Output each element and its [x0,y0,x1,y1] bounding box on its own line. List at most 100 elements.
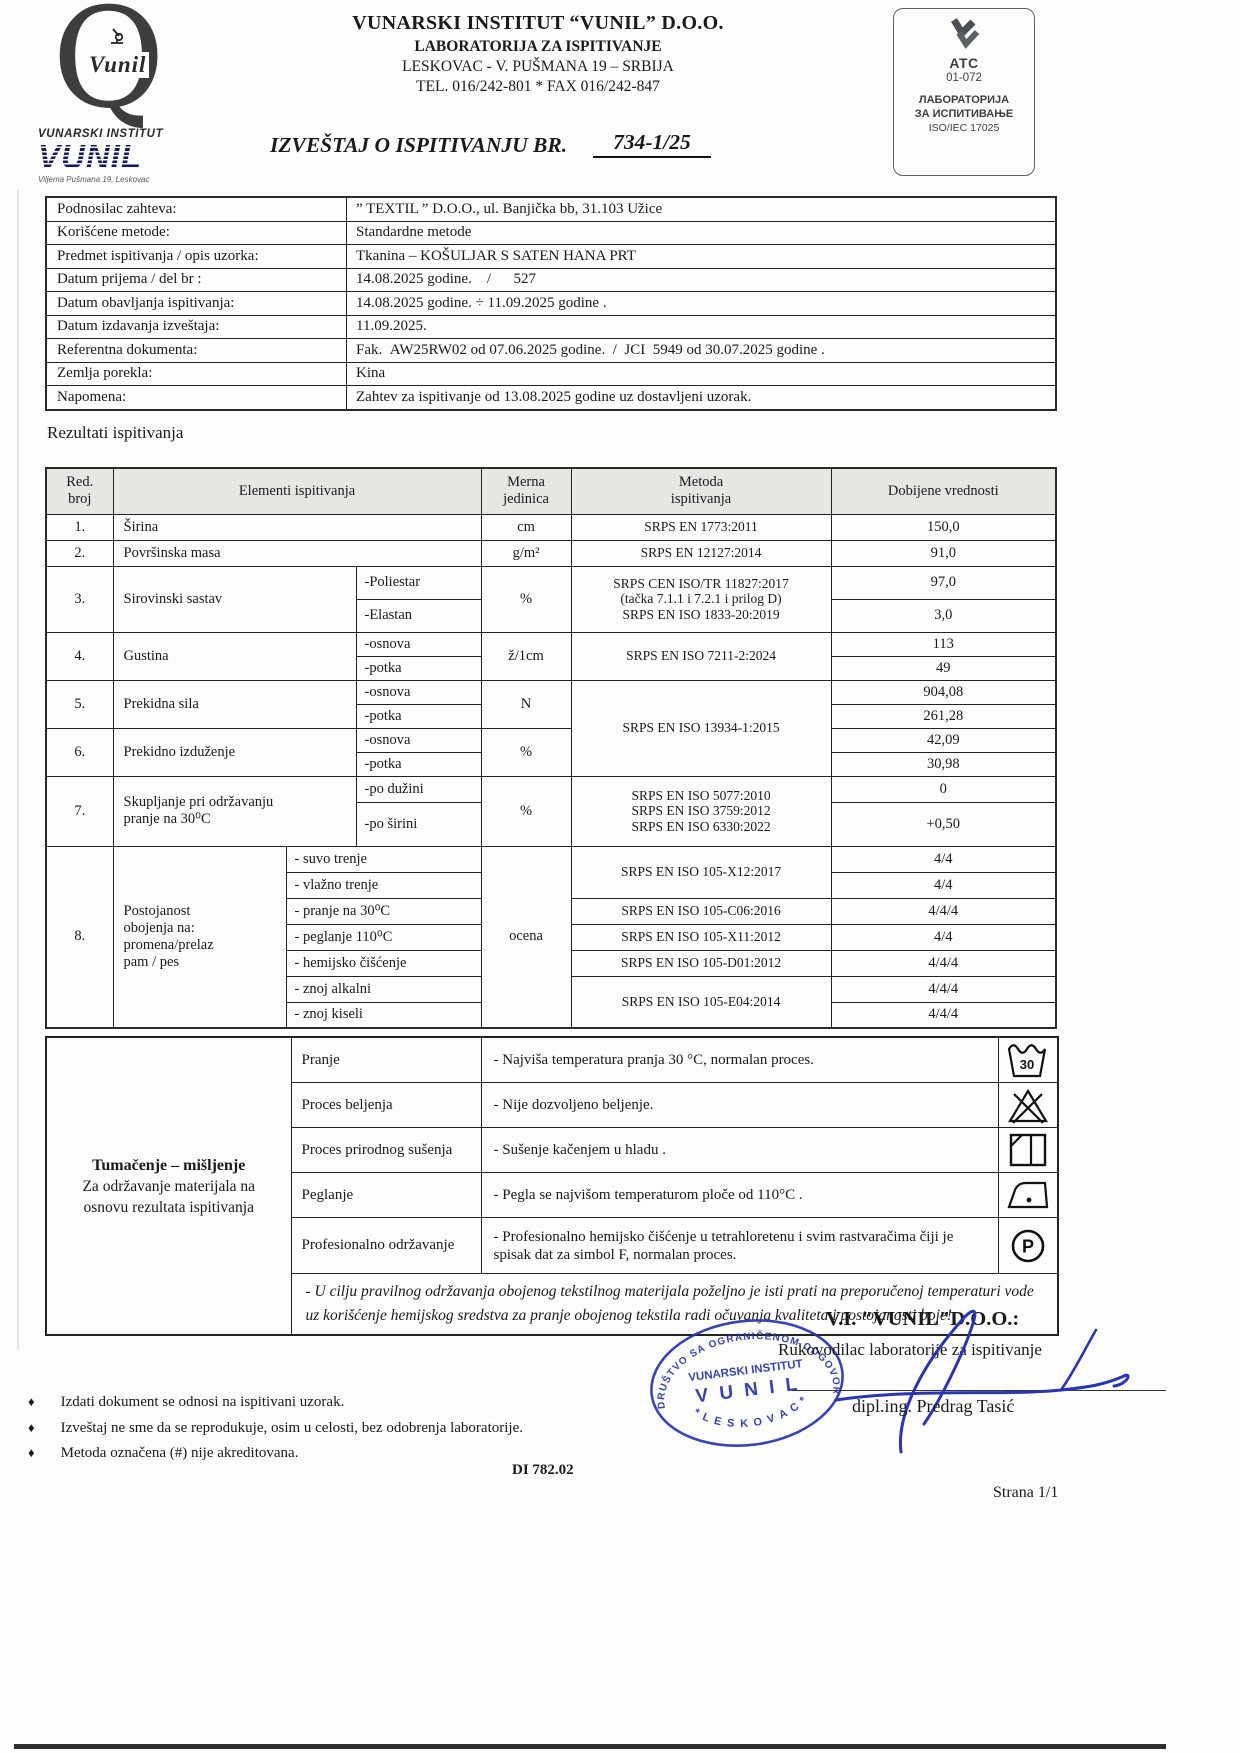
sub-element-cell: - hemijsko čišćenje [285,949,482,977]
method-cell: SRPS EN ISO 13934-1:2015 [570,679,832,777]
table-row: Datum izdavanja izveštaja: 11.09.2025. [45,314,1057,339]
sub-element-cell: - suvo trenje [285,845,482,873]
table-row: Proces beljenja - Nije dozvoljeno beljen… [46,1082,1059,1128]
document-code: DI 782.02 [512,1462,574,1478]
info-label: Datum izdavanja izveštaja: [45,314,347,339]
value-cell: 0 [830,775,1057,803]
method-cell: SRPS CEN ISO/TR 11827:2017 (tačka 7.1.1 i… [570,565,832,633]
diamond-bullet-icon [28,1394,61,1411]
value-cell: 4/4/4 [830,975,1057,1003]
q-logo-vunil-text: Vunil [86,52,150,78]
element-cell: Sirovinski sastav [112,565,357,633]
sub-element-cell: -osnova [355,727,482,753]
element-cell: Širina [112,513,482,541]
vunil-q-logo: Q Vunil [52,0,172,128]
care-note: - U cilju pravilnog održavanja obojenog … [290,1273,1059,1336]
element-cell: Postojanost obojenja na: promena/prelaz pa… [112,845,287,1029]
diamond-bullet-icon [28,1445,61,1462]
col-header-unit: Merna jedinica [480,467,572,515]
method-cell: SRPS EN ISO 105-C06:2016 [570,897,832,925]
report-number: 734-1/25 [593,130,711,158]
value-cell: 49 [830,655,1057,681]
institute-name: VUNARSKI INSTITUT “VUNIL” D.O.O. [352,12,724,34]
vunil-wordmark-block: VUNARSKI INSTITUT VUNIL Viljema Pušmana … [38,128,218,184]
page-number: Strana 1/1 [993,1484,1059,1501]
footnote-text: Izveštaj ne sme da se reprodukuje, osim … [60,1419,523,1436]
diamond-bullet-icon [28,1420,61,1437]
footnote-text: Izdati dokument se odnosi na ispitivani … [60,1394,345,1410]
value-cell: 3,0 [830,598,1057,633]
info-label: Podnosilac zahteva: [45,196,347,222]
table-row: Datum obavljanja ispitivanja: 14.08.2025 … [45,291,1057,316]
sub-element-cell: -osnova [355,679,482,705]
info-value: Zahtev za ispitivanje od 13.08.2025 godi… [346,385,1057,410]
care-instructions-table: Tumačenje – mišljenje Za održavanje mate… [45,1036,1059,1336]
value-cell: 42,09 [830,727,1057,753]
results-header-row: Red. broj Elementi ispitivanja Merna jedin… [45,467,1057,515]
table-row: Tumačenje – mišljenje Za održavanje mate… [45,1036,1059,1336]
value-cell: 4/4 [830,845,1057,873]
accreditation-badge: ATC 01-072 ЛАБОРАТОРИЈА ЗА ИСПИТИВАЊЕ IS… [893,8,1035,176]
unit-cell: % [480,565,572,633]
table-row: - U cilju pravilnog održavanja obojenog … [46,1273,1059,1336]
info-label: Datum prijema / del br : [45,267,347,292]
table-row: Profesionalno održavanje - Profesionalno… [46,1217,1059,1274]
table-row: 5. Prekidna sila -osnova N SRPS EN ISO 1… [45,679,1057,777]
value-cell: 4/4 [830,871,1057,899]
table-row: Datum prijema / del br :14.08.2025 godin… [45,267,1057,292]
sub-element-cell: -potka [355,703,482,729]
row-num: 4. [45,631,114,681]
care-label: Pranje [290,1036,482,1083]
element-cell: Prekidno izduženje [112,727,357,777]
info-label: Zemlja porekla: [45,361,347,386]
scan-bottom-artifact [14,1744,1166,1749]
results-table: Red. broj Elementi ispitivanja Merna jedin… [45,467,1058,1029]
sub-element-cell: -potka [355,655,482,681]
sub-element-cell: -Poliestar [355,565,482,600]
table-row: 8. Postojanost obojenja na: promena/prela… [45,845,1057,1029]
care-symbol-cell [997,1082,1059,1128]
care-symbol-cell: P [997,1217,1059,1274]
unit-cell: N [480,679,572,729]
table-row: - znoj alkalni SRPS EN ISO 105-E04:2014 … [46,975,1057,1029]
info-label: Predmet ispitivanja / opis uzorka: [45,244,347,269]
care-label: Profesionalno održavanje [290,1217,482,1274]
info-value: 11.09.2025. [346,314,1057,339]
signatory-role: Rukovodilac laboratorije za ispitivanje [778,1340,1042,1359]
table-row: 7. Skupljanje pri održavanju pranje na 30… [45,775,1057,847]
unit-cell: g/m² [480,539,572,567]
element-cell: Skupljanje pri održavanju pranje na 30⁰C [112,775,357,847]
row-num: 7. [45,775,114,847]
footnotes: Izdati dokument se odnosi na ispitivani … [28,1394,523,1471]
row-num: 2. [45,539,114,567]
telephone-line: TEL. 016/242-801 * FAX 016/242-847 [416,78,660,95]
vunil-wordmark: VUNIL [38,140,218,174]
value-cell: +0,50 [830,801,1057,847]
sub-element-cell: - peglanje 110⁰C [285,923,482,951]
info-value: 14.08.2025 godine. ÷ 11.09.2025 godine . [346,291,1057,316]
care-description: - Najviša temperatura pranja 30 °C, norm… [480,1036,999,1083]
svg-text:P: P [1022,1236,1034,1256]
info-value: Kina [346,361,1057,386]
sub-element-cell: -po dužini [355,775,482,803]
footnote-item: Metoda označena (#) nije akreditovana. [28,1445,523,1462]
care-symbol-cell [997,1172,1059,1218]
lab-cyrillic-line1: ЛАБОРАТОРИЈА [918,94,1010,106]
sub-element-cell: - pranje na 30⁰C [285,897,482,925]
care-symbol-cell: 30 [997,1036,1059,1083]
method-cell: SRPS EN 12127:2014 [570,539,832,567]
table-row: Referentna dokumenta: Fak. AW25RW02 od 07… [45,338,1057,363]
table-row: - hemijsko čišćenje SRPS EN ISO 105-D01:… [46,949,1057,977]
signatory-name: dipl.ing. Predrag Tasić [852,1396,1015,1416]
table-row: Predmet ispitivanja / opis uzorka: Tkanin… [45,244,1057,269]
info-label: Korišćene metode: [45,220,347,245]
col-header-method: Metoda ispitivanja [570,467,832,515]
footnote-item: Izdati dokument se odnosi na ispitivani … [28,1394,523,1411]
care-symbol-cell [997,1127,1059,1173]
row-num: 8. [45,845,114,1029]
unit-cell: cm [480,513,572,541]
results-section-title: Rezultati ispitivanja [47,423,184,442]
value-cell: 97,0 [830,565,1057,600]
care-label: Proces prirodnog sušenja [290,1127,482,1173]
info-value: Fak. AW25RW02 od 07.06.2025 godine. / JC… [346,338,1057,363]
